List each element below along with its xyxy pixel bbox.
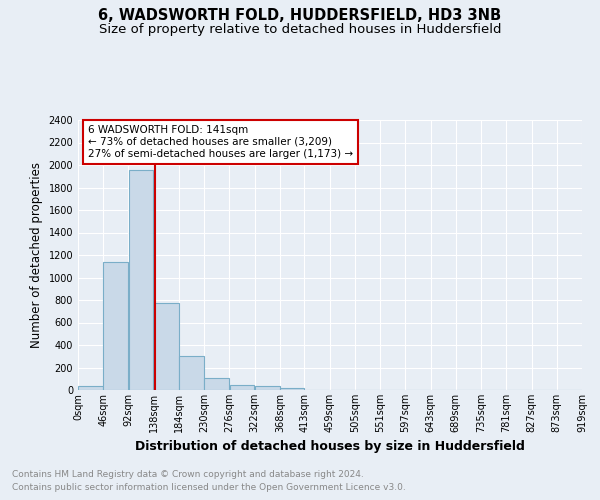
Bar	[205, 378, 229, 390]
Bar	[129, 170, 154, 390]
Bar	[103, 262, 128, 390]
Y-axis label: Number of detached properties: Number of detached properties	[30, 162, 43, 348]
Bar	[154, 304, 179, 390]
Bar	[230, 384, 254, 390]
X-axis label: Distribution of detached houses by size in Huddersfield: Distribution of detached houses by size …	[135, 440, 525, 454]
Bar	[280, 388, 304, 390]
Text: Contains public sector information licensed under the Open Government Licence v3: Contains public sector information licen…	[12, 482, 406, 492]
Bar	[255, 386, 280, 390]
Bar	[78, 386, 103, 390]
Text: 6 WADSWORTH FOLD: 141sqm
← 73% of detached houses are smaller (3,209)
27% of sem: 6 WADSWORTH FOLD: 141sqm ← 73% of detach…	[88, 126, 353, 158]
Bar	[179, 356, 204, 390]
Text: Contains HM Land Registry data © Crown copyright and database right 2024.: Contains HM Land Registry data © Crown c…	[12, 470, 364, 479]
Text: 6, WADSWORTH FOLD, HUDDERSFIELD, HD3 3NB: 6, WADSWORTH FOLD, HUDDERSFIELD, HD3 3NB	[98, 8, 502, 22]
Text: Size of property relative to detached houses in Huddersfield: Size of property relative to detached ho…	[99, 22, 501, 36]
